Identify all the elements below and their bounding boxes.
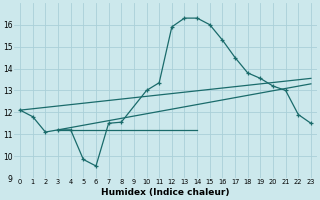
X-axis label: Humidex (Indice chaleur): Humidex (Indice chaleur) [101,188,230,197]
